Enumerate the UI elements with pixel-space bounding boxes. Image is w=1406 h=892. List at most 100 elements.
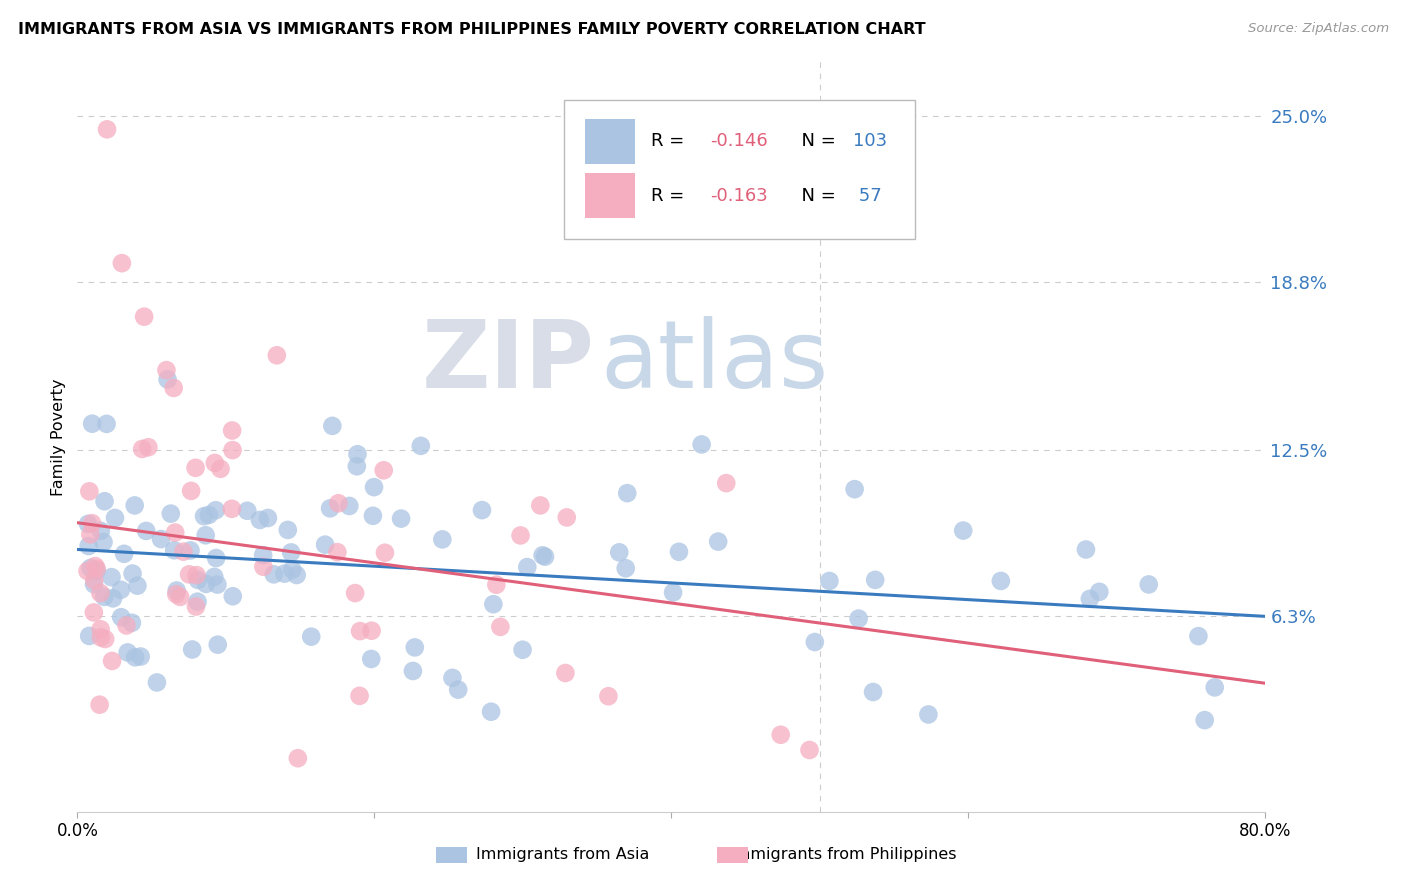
Point (90, 524, 112, 538)
Point (285, 568, 308, 582)
Point (614, 561, 637, 575)
Point (89, 586, 111, 600)
Point (110, 582, 132, 597)
Point (207, 577, 229, 591)
Point (165, 525, 187, 540)
Text: Source: ZipAtlas.com: Source: ZipAtlas.com (1249, 22, 1389, 36)
Text: -0.146: -0.146 (710, 132, 768, 150)
Point (707, 534, 730, 549)
Point (195, 577, 218, 591)
Point (194, 528, 217, 542)
Point (607, 545, 630, 559)
Point (389, 511, 412, 525)
Point (184, 460, 207, 475)
Point (337, 499, 360, 513)
Point (447, 682, 470, 697)
Text: R =: R = (651, 186, 690, 205)
Point (83, 574, 105, 588)
Point (249, 513, 271, 527)
Point (80, 516, 103, 531)
Point (184, 599, 207, 614)
Point (799, 743, 821, 757)
Point (79, 484, 101, 499)
Point (193, 509, 215, 524)
Text: 57: 57 (853, 186, 882, 205)
Point (328, 496, 350, 510)
Point (555, 510, 578, 524)
Point (121, 566, 143, 581)
Point (690, 437, 713, 451)
Point (96, 417, 118, 431)
Point (124, 499, 146, 513)
Point (221, 501, 243, 516)
Point (917, 707, 939, 722)
Bar (585, 173, 634, 219)
Point (848, 611, 870, 625)
Point (616, 486, 638, 500)
Point (346, 447, 368, 461)
Point (110, 610, 132, 624)
Point (252, 559, 274, 574)
Point (89, 698, 111, 712)
Point (668, 545, 690, 559)
Point (363, 480, 385, 494)
Point (205, 551, 228, 566)
Point (1074, 542, 1097, 557)
Text: IMMIGRANTS FROM ASIA VS IMMIGRANTS FROM PHILIPPINES FAMILY POVERTY CORRELATION C: IMMIGRANTS FROM ASIA VS IMMIGRANTS FROM … (18, 22, 927, 37)
Point (138, 440, 160, 454)
Point (863, 573, 886, 587)
Text: N =: N = (790, 132, 842, 150)
Point (169, 590, 191, 604)
Text: 103: 103 (853, 132, 887, 150)
Point (373, 463, 395, 477)
Text: Immigrants from Asia: Immigrants from Asia (475, 847, 650, 862)
Point (134, 310, 156, 324)
Point (471, 503, 494, 517)
Point (1137, 577, 1160, 591)
Point (198, 508, 221, 522)
Point (222, 589, 245, 603)
Point (163, 543, 186, 558)
Point (93, 535, 115, 549)
Point (146, 675, 169, 690)
Point (482, 597, 505, 611)
Point (156, 372, 179, 386)
Point (86, 564, 108, 578)
Point (326, 545, 349, 559)
Point (512, 642, 534, 657)
Point (159, 507, 181, 521)
Point (104, 511, 127, 525)
Point (769, 728, 792, 742)
Point (516, 560, 538, 574)
Point (77, 629, 100, 643)
Point (115, 618, 138, 632)
Point (172, 544, 194, 558)
Point (273, 566, 295, 581)
Point (361, 508, 384, 523)
Point (79, 527, 101, 541)
Point (319, 501, 342, 516)
Point (155, 363, 177, 377)
Point (531, 549, 554, 563)
Point (135, 524, 157, 538)
Point (299, 630, 322, 644)
Point (93, 590, 115, 604)
Point (100, 570, 122, 584)
Point (409, 439, 432, 453)
Point (207, 638, 229, 652)
Point (129, 649, 152, 664)
Point (990, 574, 1012, 588)
Point (441, 671, 464, 685)
Point (280, 545, 302, 559)
Point (101, 591, 124, 606)
Point (1187, 629, 1209, 643)
Point (77, 516, 100, 531)
Point (83, 577, 105, 591)
Point (534, 549, 557, 564)
Point (94, 632, 117, 646)
Point (346, 459, 368, 474)
Point (349, 689, 371, 703)
Text: -0.163: -0.163 (710, 186, 768, 205)
Point (204, 503, 226, 517)
Point (404, 640, 426, 655)
